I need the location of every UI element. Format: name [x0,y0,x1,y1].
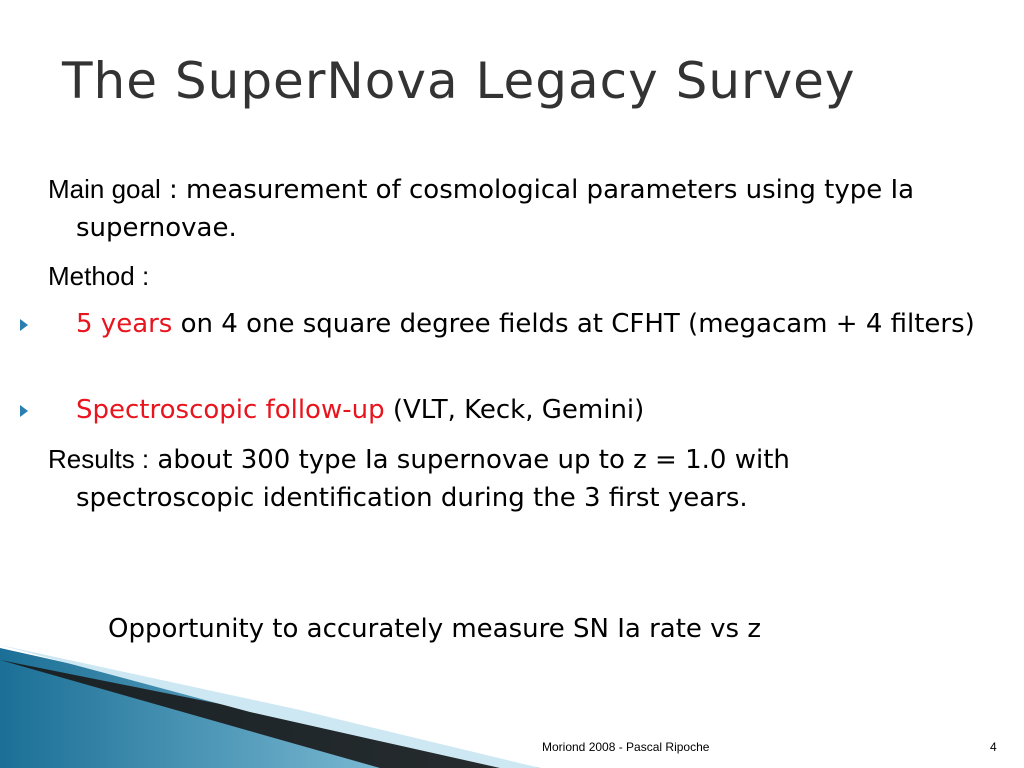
text: on 4 one square degree fields at CFHT (m… [172,309,975,339]
lead: Main goal [48,174,161,204]
bullet: 5 years on 4 one square degree fields at… [20,305,976,343]
footer: Moriond 2008 - Pascal Ripoche [542,740,710,754]
accent: Spectroscopic follow-up [76,395,385,425]
paragraph: Main goal : measurement of cosmological … [48,170,976,247]
text: about 300 type Ia supernovae up to z = 1… [76,445,790,513]
lead: Method : [48,261,150,291]
bullet: Spectroscopic follow-up (VLT, Keck, Gemi… [20,391,976,429]
paragraph: Results : about 300 type Ia supernovae u… [48,440,976,517]
text: (VLT, Keck, Gemini) [384,395,645,425]
page-number: 4 [990,740,997,754]
text: : measurement of cosmological parameters… [76,175,915,243]
accent: 5 years [76,309,173,339]
paragraph: Method : [48,257,976,296]
bullet-icon [20,405,28,417]
bullet-icon [20,319,28,331]
lead: Results : [48,444,150,474]
conclusion: Opportunity to accurately measure SN Ia … [108,614,762,644]
title: The SuperNova Legacy Survey [62,52,856,110]
